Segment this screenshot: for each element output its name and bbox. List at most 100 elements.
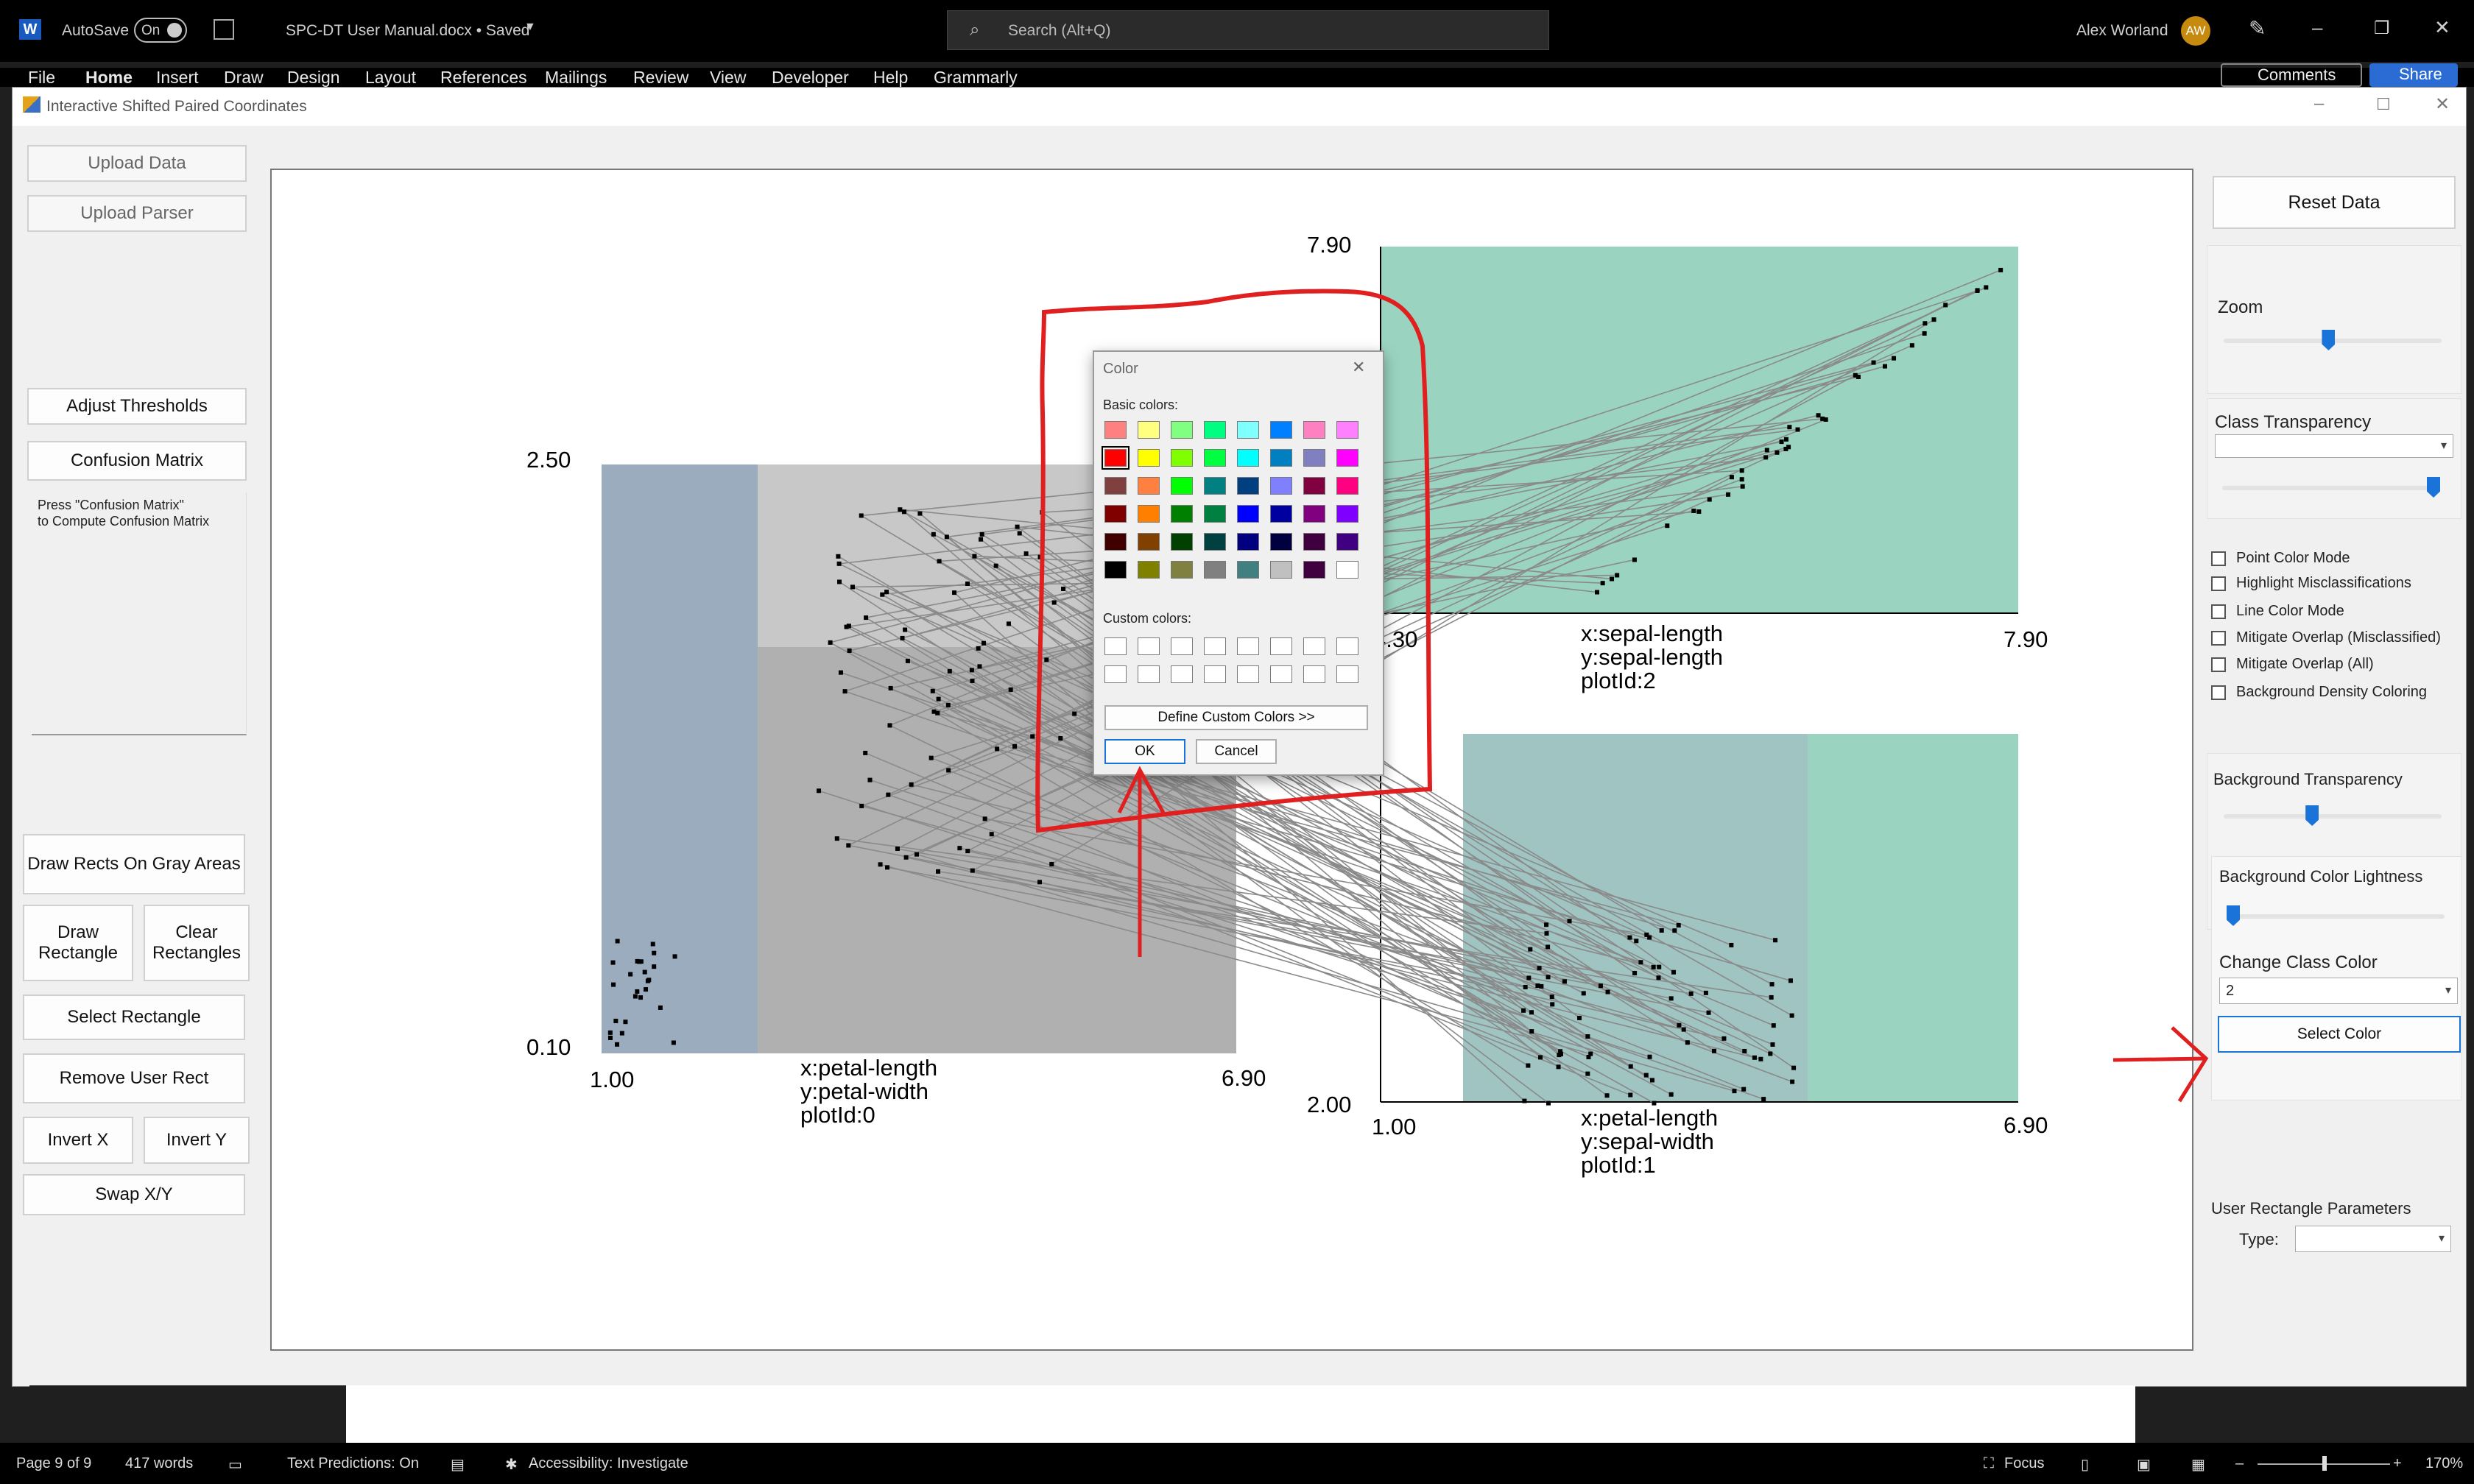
- web-layout-icon[interactable]: ▦: [2191, 1457, 2205, 1473]
- color-swatch[interactable]: [1138, 421, 1160, 439]
- color-swatch[interactable]: [1138, 561, 1160, 579]
- color-swatch[interactable]: [1336, 505, 1358, 523]
- bg-transparency-slider[interactable]: [2305, 805, 2319, 826]
- read-mode-icon[interactable]: ▯: [2081, 1457, 2090, 1473]
- app-maximize-icon[interactable]: ☐: [2376, 95, 2391, 113]
- color-swatch[interactable]: [1104, 505, 1127, 523]
- custom-color-swatch[interactable]: [1138, 665, 1160, 683]
- text-predictions[interactable]: Text Predictions: On: [287, 1455, 419, 1471]
- color-swatch[interactable]: [1237, 561, 1259, 579]
- custom-color-swatch[interactable]: [1237, 665, 1259, 683]
- color-swatch[interactable]: [1138, 477, 1160, 495]
- color-swatch[interactable]: [1102, 446, 1129, 470]
- color-swatch[interactable]: [1303, 421, 1325, 439]
- color-swatch[interactable]: [1270, 505, 1292, 523]
- minimize-icon[interactable]: –: [2312, 16, 2323, 38]
- custom-color-swatch[interactable]: [1138, 637, 1160, 655]
- color-swatch[interactable]: [1237, 421, 1259, 439]
- class-transparency-select[interactable]: ▾: [2215, 434, 2453, 458]
- color-swatch[interactable]: [1270, 421, 1292, 439]
- restore-icon[interactable]: ❐: [2374, 18, 2390, 38]
- close-icon[interactable]: ✕: [2434, 16, 2450, 38]
- color-swatch[interactable]: [1138, 505, 1160, 523]
- ok-button[interactable]: OK: [1104, 739, 1185, 764]
- custom-color-swatch[interactable]: [1336, 665, 1358, 683]
- invert-y-button[interactable]: Invert Y: [144, 1117, 250, 1164]
- upload-parser-button[interactable]: Upload Parser: [27, 195, 247, 232]
- focus-mode[interactable]: Focus: [2004, 1455, 2045, 1471]
- mitigate-overlap-misclassified-checkbox[interactable]: Mitigate Overlap (Misclassified): [2211, 629, 2441, 646]
- define-custom-colors-button[interactable]: Define Custom Colors >>: [1104, 705, 1368, 730]
- background-density-checkbox[interactable]: Background Density Coloring: [2211, 684, 2427, 701]
- tab-home[interactable]: Home: [85, 68, 133, 87]
- confusion-matrix-button[interactable]: Confusion Matrix: [27, 441, 247, 481]
- tab-help[interactable]: Help: [873, 68, 909, 87]
- tab-references[interactable]: References: [440, 68, 527, 87]
- swap-xy-button[interactable]: Swap X/Y: [23, 1174, 245, 1215]
- color-swatch[interactable]: [1204, 421, 1226, 439]
- bg-lightness-slider[interactable]: [2227, 905, 2240, 926]
- draw-rectangle-button[interactable]: Draw Rectangle: [23, 905, 133, 981]
- color-swatch[interactable]: [1270, 533, 1292, 551]
- word-count[interactable]: 417 words: [125, 1455, 194, 1471]
- color-swatch[interactable]: [1237, 449, 1259, 467]
- color-swatch[interactable]: [1171, 533, 1193, 551]
- custom-color-swatch[interactable]: [1171, 665, 1193, 683]
- color-swatch[interactable]: [1270, 477, 1292, 495]
- custom-color-swatch[interactable]: [1336, 637, 1358, 655]
- color-swatch[interactable]: [1303, 505, 1325, 523]
- cancel-button[interactable]: Cancel: [1196, 739, 1277, 764]
- zoom-level[interactable]: 170%: [2425, 1455, 2464, 1471]
- point-color-mode-checkbox[interactable]: Point Color Mode: [2211, 550, 2350, 567]
- color-swatch[interactable]: [1270, 561, 1292, 579]
- line-color-mode-checkbox[interactable]: Line Color Mode: [2211, 603, 2344, 620]
- color-swatch[interactable]: [1171, 421, 1193, 439]
- color-swatch[interactable]: [1303, 477, 1325, 495]
- class-transparency-slider[interactable]: [2427, 477, 2440, 498]
- accessibility-icon[interactable]: ✱: [505, 1457, 518, 1473]
- color-swatch[interactable]: [1204, 533, 1226, 551]
- custom-color-swatch[interactable]: [1204, 637, 1226, 655]
- color-swatch[interactable]: [1138, 533, 1160, 551]
- color-swatch[interactable]: [1171, 477, 1193, 495]
- zoom-slider[interactable]: [2322, 1456, 2327, 1471]
- color-swatch[interactable]: [1303, 449, 1325, 467]
- mitigate-overlap-all-checkbox[interactable]: Mitigate Overlap (All): [2211, 656, 2374, 673]
- custom-color-swatch[interactable]: [1104, 637, 1127, 655]
- avatar[interactable]: AW: [2181, 16, 2210, 46]
- color-swatch[interactable]: [1303, 533, 1325, 551]
- tab-insert[interactable]: Insert: [156, 68, 199, 87]
- page-indicator[interactable]: Page 9 of 9: [16, 1455, 92, 1471]
- select-rectangle-button[interactable]: Select Rectangle: [23, 994, 245, 1040]
- color-swatch[interactable]: [1336, 449, 1358, 467]
- color-swatch[interactable]: [1270, 449, 1292, 467]
- draw-rects-gray-button[interactable]: Draw Rects On Gray Areas: [23, 834, 245, 894]
- upload-data-button[interactable]: Upload Data: [27, 145, 247, 182]
- print-layout-icon[interactable]: ▣: [2137, 1457, 2151, 1473]
- search-input[interactable]: ⌕ Search (Alt+Q): [947, 10, 1549, 50]
- color-swatch[interactable]: [1204, 561, 1226, 579]
- zoom-slider[interactable]: [2322, 330, 2336, 350]
- adjust-thresholds-button[interactable]: Adjust Thresholds: [27, 388, 247, 425]
- custom-color-swatch[interactable]: [1104, 665, 1127, 683]
- document-title[interactable]: SPC-DT User Manual.docx • Saved: [286, 22, 530, 39]
- dialog-close-icon[interactable]: ✕: [1352, 358, 1366, 376]
- custom-color-swatch[interactable]: [1270, 637, 1292, 655]
- select-color-button[interactable]: Select Color: [2218, 1016, 2461, 1053]
- color-swatch[interactable]: [1171, 505, 1193, 523]
- custom-color-swatch[interactable]: [1204, 665, 1226, 683]
- zoom-in-icon[interactable]: +: [2393, 1455, 2402, 1471]
- tab-design[interactable]: Design: [287, 68, 340, 87]
- color-swatch[interactable]: [1336, 421, 1358, 439]
- tab-layout[interactable]: Layout: [365, 68, 417, 87]
- class-color-select[interactable]: 2 ▾: [2219, 978, 2458, 1004]
- focus-icon[interactable]: ⛶: [1984, 1455, 1994, 1471]
- custom-color-swatch[interactable]: [1270, 665, 1292, 683]
- custom-color-swatch[interactable]: [1303, 665, 1325, 683]
- autosave-toggle[interactable]: On: [134, 18, 187, 43]
- share-button[interactable]: Share: [2369, 63, 2458, 87]
- tab-draw[interactable]: Draw: [224, 68, 264, 87]
- app-close-icon[interactable]: ✕: [2435, 94, 2450, 114]
- tab-developer[interactable]: Developer: [772, 68, 849, 87]
- clear-rectangles-button[interactable]: Clear Rectangles: [144, 905, 250, 981]
